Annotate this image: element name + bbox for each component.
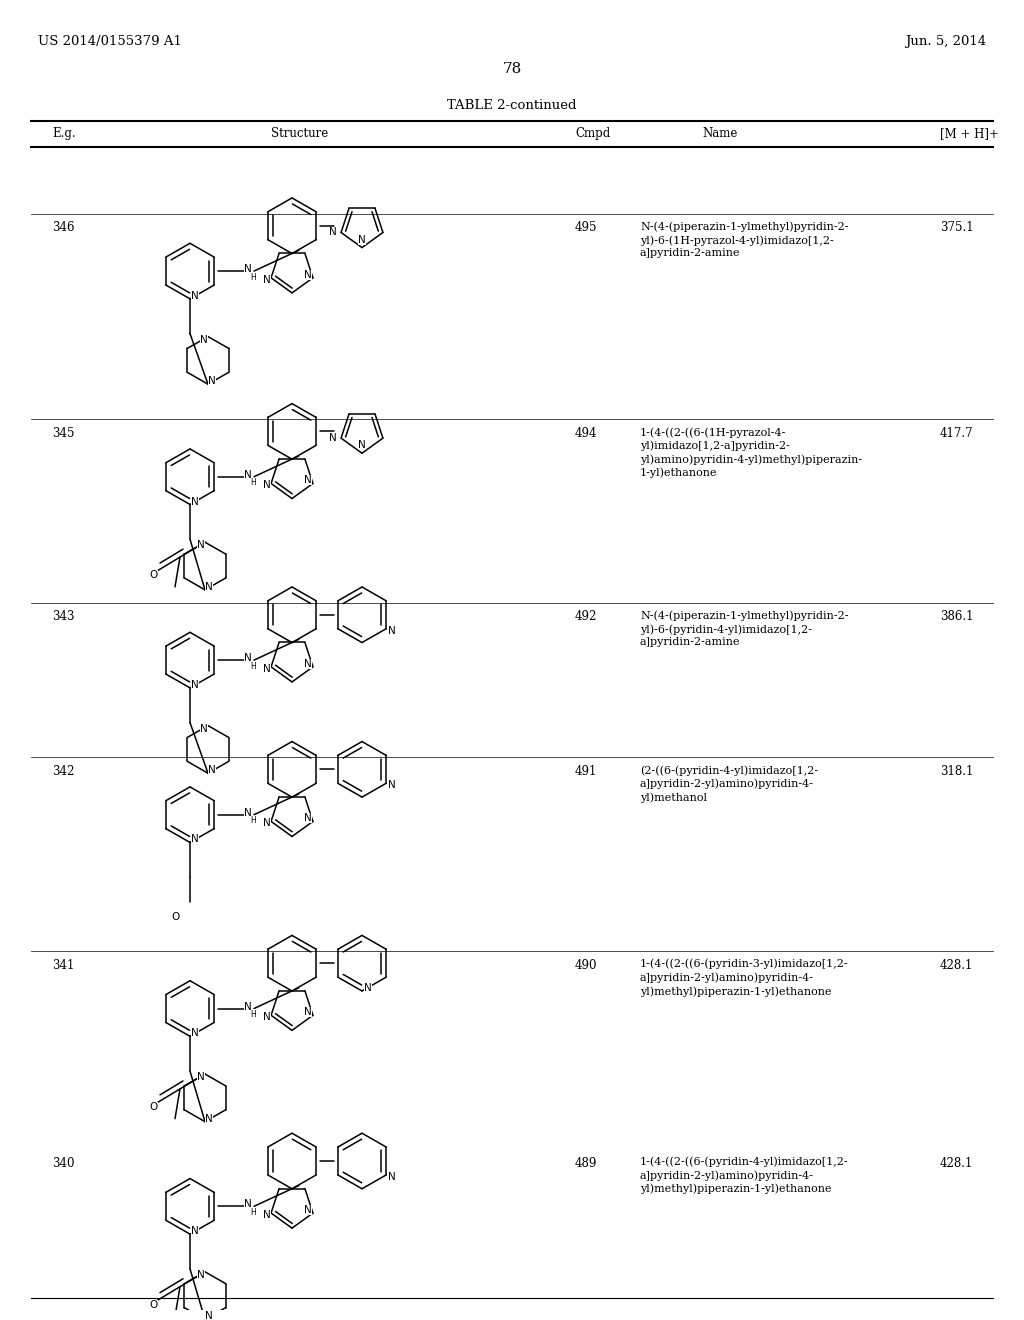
- Text: 78: 78: [503, 62, 521, 75]
- Text: US 2014/0155379 A1: US 2014/0155379 A1: [38, 34, 182, 48]
- Text: 428.1: 428.1: [940, 1156, 974, 1170]
- Text: N: N: [244, 264, 252, 275]
- Text: 345: 345: [52, 428, 75, 440]
- Text: N: N: [191, 834, 199, 845]
- Text: O: O: [150, 1102, 158, 1111]
- Text: N: N: [263, 818, 271, 829]
- Text: N: N: [191, 290, 199, 301]
- Text: [M + H]+: [M + H]+: [940, 127, 998, 140]
- Text: N: N: [205, 1312, 213, 1320]
- Text: H: H: [250, 1208, 256, 1217]
- Text: N: N: [191, 1226, 199, 1236]
- Text: N-(4-(piperazin-1-ylmethyl)pyridin-2-
yl)-6-(pyridin-4-yl)imidazo[1,2-
a]pyridin: N-(4-(piperazin-1-ylmethyl)pyridin-2- yl…: [640, 610, 849, 647]
- Text: N: N: [198, 1270, 205, 1280]
- Text: 494: 494: [575, 428, 597, 440]
- Text: 318.1: 318.1: [940, 766, 974, 777]
- Text: H: H: [250, 661, 256, 671]
- Text: N: N: [304, 813, 311, 824]
- Text: Name: Name: [702, 127, 737, 140]
- Text: N: N: [200, 723, 208, 734]
- Text: 491: 491: [575, 766, 597, 777]
- Text: 1-(4-((2-((6-(pyridin-3-yl)imidazo[1,2-
a]pyridin-2-yl)amino)pyridin-4-
yl)methy: 1-(4-((2-((6-(pyridin-3-yl)imidazo[1,2- …: [640, 958, 849, 997]
- Text: H: H: [250, 272, 256, 281]
- Text: N: N: [200, 334, 208, 345]
- Text: 375.1: 375.1: [940, 222, 974, 235]
- Text: 417.7: 417.7: [940, 428, 974, 440]
- Text: Cmpd: Cmpd: [575, 127, 610, 140]
- Text: Structure: Structure: [271, 127, 329, 140]
- Text: O: O: [150, 570, 158, 579]
- Text: 343: 343: [52, 610, 75, 623]
- Text: N: N: [365, 983, 372, 993]
- Text: N: N: [329, 433, 337, 444]
- Text: N: N: [358, 235, 366, 244]
- Text: E.g.: E.g.: [52, 127, 76, 140]
- Text: N: N: [244, 808, 252, 817]
- Text: 489: 489: [575, 1156, 597, 1170]
- Text: H: H: [250, 478, 256, 487]
- Text: Jun. 5, 2014: Jun. 5, 2014: [905, 34, 986, 48]
- Text: N: N: [304, 1007, 311, 1018]
- Text: 342: 342: [52, 766, 75, 777]
- Text: N: N: [388, 626, 396, 636]
- Text: H: H: [250, 1010, 256, 1019]
- Text: N: N: [205, 582, 213, 591]
- Text: N: N: [244, 1200, 252, 1209]
- Text: 1-(4-((2-((6-(1H-pyrazol-4-
yl)imidazo[1,2-a]pyridin-2-
yl)amino)pyridin-4-yl)me: 1-(4-((2-((6-(1H-pyrazol-4- yl)imidazo[1…: [640, 428, 862, 478]
- Text: 492: 492: [575, 610, 597, 623]
- Text: N: N: [198, 1072, 205, 1082]
- Text: N: N: [304, 659, 311, 669]
- Text: 490: 490: [575, 958, 597, 972]
- Text: 428.1: 428.1: [940, 958, 974, 972]
- Text: N: N: [208, 376, 216, 387]
- Text: N: N: [208, 766, 216, 775]
- Text: 1-(4-((2-((6-(pyridin-4-yl)imidazo[1,2-
a]pyridin-2-yl)amino)pyridin-4-
yl)methy: 1-(4-((2-((6-(pyridin-4-yl)imidazo[1,2- …: [640, 1156, 849, 1195]
- Text: N: N: [358, 441, 366, 450]
- Text: H: H: [250, 816, 256, 825]
- Text: N: N: [304, 475, 311, 486]
- Text: N: N: [191, 1028, 199, 1039]
- Text: 495: 495: [575, 222, 597, 235]
- Text: (2-((6-(pyridin-4-yl)imidazo[1,2-
a]pyridin-2-yl)amino)pyridin-4-
yl)methanol: (2-((6-(pyridin-4-yl)imidazo[1,2- a]pyri…: [640, 766, 818, 803]
- Text: O: O: [150, 1300, 158, 1309]
- Text: N: N: [263, 1012, 271, 1022]
- Text: N: N: [205, 1114, 213, 1123]
- Text: 340: 340: [52, 1156, 75, 1170]
- Text: N: N: [244, 653, 252, 663]
- Text: N: N: [329, 227, 337, 238]
- Text: N: N: [388, 780, 396, 791]
- Text: N: N: [263, 275, 271, 285]
- Text: N: N: [304, 269, 311, 280]
- Text: 346: 346: [52, 222, 75, 235]
- Text: N-(4-(piperazin-1-ylmethyl)pyridin-2-
yl)-6-(1H-pyrazol-4-yl)imidazo[1,2-
a]pyri: N-(4-(piperazin-1-ylmethyl)pyridin-2- yl…: [640, 222, 849, 259]
- Text: N: N: [304, 1205, 311, 1216]
- Text: N: N: [263, 664, 271, 673]
- Text: N: N: [198, 540, 205, 550]
- Text: 386.1: 386.1: [940, 610, 974, 623]
- Text: N: N: [388, 1172, 396, 1181]
- Text: N: N: [244, 470, 252, 479]
- Text: N: N: [244, 1002, 252, 1011]
- Text: O: O: [172, 912, 180, 921]
- Text: N: N: [191, 496, 199, 507]
- Text: 341: 341: [52, 958, 75, 972]
- Text: N: N: [263, 480, 271, 491]
- Text: TABLE 2-continued: TABLE 2-continued: [447, 99, 577, 112]
- Text: N: N: [263, 1210, 271, 1220]
- Text: N: N: [191, 680, 199, 690]
